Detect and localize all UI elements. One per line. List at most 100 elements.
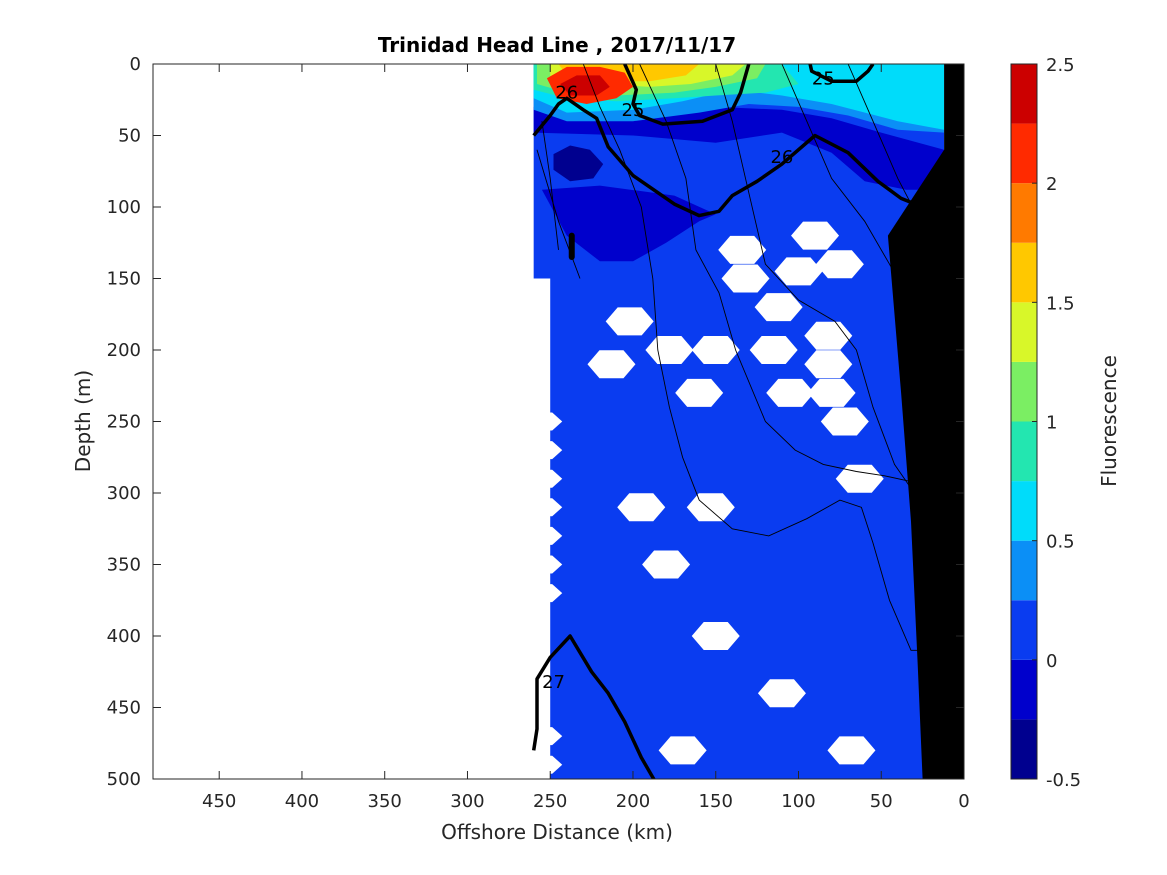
x-tick-label: 350 (368, 791, 402, 812)
colorbar-tick-label: 2.5 (1046, 55, 1075, 76)
x-tick-label: 300 (450, 791, 484, 812)
missing-data-notch (548, 441, 563, 460)
colorbar-swatch (1011, 481, 1037, 541)
colorbar-swatch (1011, 183, 1037, 243)
contour-label: 26 (770, 147, 793, 168)
missing-data-gap (721, 264, 770, 293)
missing-data-gap (766, 378, 815, 407)
missing-data-notch (548, 412, 563, 431)
missing-data-notch (548, 584, 563, 603)
missing-data-gap (642, 550, 691, 579)
missing-data-gap (675, 378, 724, 407)
colorbar-tick-label: 1 (1046, 413, 1057, 434)
thin-contour-line (715, 64, 915, 494)
missing-data-gap (658, 736, 707, 765)
missing-data-gap (754, 293, 803, 322)
y-tick-label: 400 (107, 626, 141, 647)
missing-data-gap (815, 250, 864, 279)
x-tick-label: 400 (285, 791, 319, 812)
colorbar-tick-label: -0.5 (1046, 770, 1081, 791)
missing-data-gap (691, 336, 740, 364)
thin-contour-line (639, 64, 931, 487)
thin-contour-line (541, 121, 559, 250)
field-contour-band (533, 99, 945, 190)
density-contours (531, 64, 945, 779)
missing-data-notch (548, 555, 563, 574)
colorbar-swatch (1011, 64, 1037, 124)
missing-data-gap (804, 350, 853, 379)
contour-label: 25 (622, 100, 645, 121)
colorbar-swatch (1011, 540, 1037, 601)
contour-line-27 (531, 634, 656, 779)
missing-data-notch (548, 727, 563, 746)
chart-title: Trinidad Head Line , 2017/11/17 (378, 33, 736, 57)
colorbar-tick-label: 0 (1046, 651, 1057, 672)
missing-data-gap (807, 378, 856, 407)
missing-data-gap (827, 736, 876, 765)
contour-line-25 (808, 64, 875, 83)
plot-area (531, 64, 964, 779)
colorbar-swatch (1011, 719, 1037, 779)
x-tick-label: 250 (533, 791, 567, 812)
x-axis: 450 400 350 300 250 200 150 100 50 0 (202, 64, 970, 812)
contour-line-26 (532, 96, 945, 218)
y-axis: 0 50 100 150 200 250 300 350 400 450 500 (107, 54, 964, 790)
x-tick-label: 450 (202, 791, 236, 812)
y-tick-label: 250 (107, 412, 141, 433)
fluorescence-field (533, 64, 945, 779)
colorbar-swatch (1011, 302, 1037, 362)
missing-data-notch (548, 755, 563, 774)
missing-data-gap (749, 336, 798, 364)
colorbar-swatch (1011, 361, 1037, 422)
y-tick-label: 200 (107, 340, 141, 361)
x-tick-label: 150 (699, 791, 733, 812)
x-tick-label: 50 (870, 791, 893, 812)
x-tick-label: 100 (781, 791, 815, 812)
y-tick-label: 0 (130, 54, 141, 75)
y-tick-label: 300 (107, 483, 141, 504)
missing-data-notch (548, 498, 563, 517)
missing-data-gap (791, 221, 840, 250)
field-contour-band (560, 75, 610, 96)
bottom-topography (887, 64, 964, 779)
missing-data-gap (835, 464, 884, 493)
colorbar-tick-label: 2 (1046, 174, 1057, 195)
y-tick-label: 350 (107, 555, 141, 576)
colorbar-swatch (1011, 659, 1037, 720)
y-tick-label: 500 (107, 769, 141, 790)
colorbar-swatch (1011, 600, 1037, 660)
missing-data-gap (691, 622, 740, 650)
contour-labels: 26 25 26 25 27 (542, 68, 835, 692)
missing-data-gap (617, 493, 666, 522)
missing-data-notch (548, 469, 563, 488)
missing-data-gap (686, 493, 735, 522)
colorbar-swatch (1011, 421, 1037, 482)
x-tick-label: 200 (616, 791, 650, 812)
contour-label: 26 (555, 83, 578, 104)
missing-data-gap (757, 679, 806, 708)
thin-contour-line (582, 64, 935, 651)
y-tick-label: 50 (118, 126, 141, 147)
contour-label: 27 (542, 672, 565, 693)
missing-data-gap (718, 235, 767, 264)
colorbar-swatch (1011, 123, 1037, 184)
missing-data-gap (774, 257, 823, 286)
colorbar-swatch (1011, 242, 1037, 303)
bottom-topography-fill (887, 64, 964, 779)
missing-data-gap (820, 407, 869, 436)
colorbar-tick-label: 1.5 (1046, 293, 1075, 314)
missing-data-gap (605, 307, 654, 336)
field-contour-band (553, 145, 604, 182)
contour-label: 25 (812, 68, 835, 89)
y-axis-label: Depth (m) (71, 370, 95, 472)
missing-data-notch (548, 526, 563, 545)
colorbar-tick-label: 0.5 (1046, 532, 1075, 553)
colorbar: 2.5 2 1.5 1 0.5 0 -0.5 (1010, 55, 1081, 791)
y-tick-label: 450 (107, 698, 141, 719)
y-tick-label: 100 (107, 197, 141, 218)
y-tick-label: 150 (107, 269, 141, 290)
x-axis-label: Offshore Distance (km) (441, 820, 673, 844)
contour-line-25 (623, 64, 751, 126)
missing-data-gap (587, 350, 636, 379)
